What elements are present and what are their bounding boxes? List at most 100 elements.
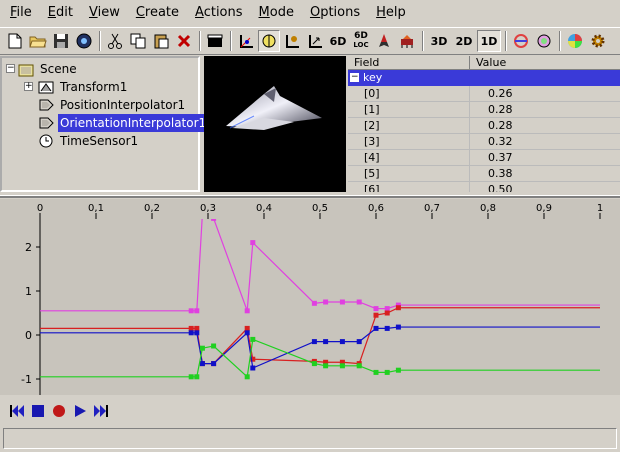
- keyframe-point-red[interactable]: [339, 359, 345, 365]
- value-cell[interactable]: 0.26: [488, 87, 513, 100]
- hover-icon[interactable]: [396, 30, 418, 52]
- curve-red[interactable]: [40, 307, 600, 365]
- table-row[interactable]: [2] 0.28: [348, 118, 620, 134]
- value-cell[interactable]: 0.38: [488, 167, 513, 180]
- new-file-icon[interactable]: [4, 30, 26, 52]
- fast-forward-icon[interactable]: [90, 401, 111, 422]
- menu-view[interactable]: View: [81, 0, 128, 26]
- menu-edit[interactable]: Edit: [40, 0, 81, 26]
- keyframe-point-green[interactable]: [250, 336, 256, 342]
- menu-help[interactable]: Help: [368, 0, 414, 26]
- curve-editor[interactable]: 2 1 0 -1: [0, 211, 620, 395]
- open-folder-icon[interactable]: [27, 30, 49, 52]
- value-cell[interactable]: 0.28: [488, 119, 513, 132]
- keyframe-point-magenta[interactable]: [356, 299, 362, 305]
- column-header-value[interactable]: Value: [476, 56, 507, 69]
- keyframe-point-red[interactable]: [384, 310, 390, 316]
- keyframe-point-green[interactable]: [395, 367, 401, 373]
- curve-magenta[interactable]: [40, 213, 600, 312]
- keyframe-point-red[interactable]: [188, 325, 194, 331]
- keyframe-point-blue[interactable]: [311, 339, 317, 345]
- keyframe-point-magenta[interactable]: [395, 302, 401, 308]
- rocket-icon[interactable]: [373, 30, 395, 52]
- keyframe-point-magenta[interactable]: [194, 308, 200, 314]
- tree-item-orientation-interpolator[interactable]: OrientationInterpolator1: [4, 114, 209, 132]
- play-icon[interactable]: [69, 401, 90, 422]
- table-row[interactable]: [5] 0.38: [348, 166, 620, 182]
- keyframe-point-green[interactable]: [211, 343, 217, 349]
- mode-3d-button[interactable]: 3D: [430, 34, 448, 48]
- cut-icon[interactable]: [104, 30, 126, 52]
- value-cell[interactable]: 0.37: [488, 151, 513, 164]
- keyframe-point-blue[interactable]: [395, 324, 401, 330]
- pane-splitter[interactable]: [0, 195, 620, 198]
- keyframe-point-blue[interactable]: [339, 339, 345, 345]
- save-icon[interactable]: [50, 30, 72, 52]
- keyframe-point-blue[interactable]: [384, 325, 390, 331]
- collapse-icon[interactable]: −: [6, 63, 15, 73]
- clapper-icon[interactable]: [204, 30, 226, 52]
- keyframe-point-magenta[interactable]: [188, 308, 194, 314]
- settings-gear-icon[interactable]: [587, 30, 609, 52]
- 3d-preview[interactable]: [204, 56, 346, 192]
- expand-icon[interactable]: +: [24, 81, 33, 91]
- tree-item-position-interpolator[interactable]: PositionInterpolator1: [4, 96, 198, 114]
- scale-icon[interactable]: [281, 30, 303, 52]
- rotate-icon[interactable]: [258, 30, 280, 52]
- copy-icon[interactable]: [127, 30, 149, 52]
- tree-item-transform[interactable]: + Transform1: [4, 78, 198, 96]
- paste-icon[interactable]: [150, 30, 172, 52]
- curve-graph[interactable]: 2 1 0 -1: [0, 211, 620, 395]
- table-row-key[interactable]: − key: [348, 70, 620, 86]
- keyframe-point-green[interactable]: [339, 363, 345, 369]
- keyframe-point-green[interactable]: [323, 363, 329, 369]
- value-cell[interactable]: 0.32: [488, 135, 513, 148]
- delete-icon[interactable]: [173, 30, 195, 52]
- menu-mode[interactable]: Mode: [251, 0, 302, 26]
- table-row[interactable]: [0] 0.26: [348, 86, 620, 102]
- keyframe-point-blue[interactable]: [199, 361, 205, 367]
- keyframe-point-blue[interactable]: [244, 330, 250, 336]
- tree-item-scene[interactable]: − Scene: [4, 60, 198, 78]
- keyframe-point-magenta[interactable]: [250, 240, 256, 246]
- collapse-icon[interactable]: −: [350, 72, 359, 82]
- keyframe-point-red[interactable]: [194, 325, 200, 331]
- rewind-icon[interactable]: [6, 401, 27, 422]
- keyframe-point-green[interactable]: [373, 369, 379, 375]
- menu-actions[interactable]: Actions: [187, 0, 251, 26]
- mode-1d-button[interactable]: 1D: [477, 30, 501, 52]
- color-wheel-icon[interactable]: [564, 30, 586, 52]
- table-row[interactable]: [4] 0.37: [348, 150, 620, 166]
- menu-create[interactable]: Create: [128, 0, 187, 26]
- mode-6d-local-button[interactable]: 6D LOC: [350, 30, 372, 52]
- curve-green[interactable]: [40, 338, 600, 379]
- keyframe-point-green[interactable]: [311, 361, 317, 367]
- color-cycle-icon[interactable]: [510, 30, 532, 52]
- keyframe-point-blue[interactable]: [194, 330, 200, 336]
- stop-icon[interactable]: [27, 401, 48, 422]
- move-axes-icon[interactable]: [235, 30, 257, 52]
- keyframe-point-magenta[interactable]: [339, 299, 345, 305]
- value-cell[interactable]: 0.50: [488, 183, 513, 192]
- keyframe-point-green[interactable]: [199, 345, 205, 351]
- keyframe-point-green[interactable]: [194, 374, 200, 380]
- target-icon[interactable]: [533, 30, 555, 52]
- column-header-field[interactable]: Field: [348, 56, 470, 69]
- keyframe-point-red[interactable]: [250, 356, 256, 362]
- keyframe-point-blue[interactable]: [356, 339, 362, 345]
- keyframe-point-blue[interactable]: [323, 339, 329, 345]
- keyframe-point-blue[interactable]: [211, 361, 217, 367]
- keyframe-point-blue[interactable]: [373, 325, 379, 331]
- keyframe-point-red[interactable]: [323, 359, 329, 365]
- keyframe-point-green[interactable]: [244, 374, 250, 380]
- keyframe-point-magenta[interactable]: [384, 306, 390, 312]
- keyframe-point-green[interactable]: [188, 374, 194, 380]
- keyframe-point-red[interactable]: [395, 305, 401, 311]
- keyframe-point-red[interactable]: [373, 312, 379, 318]
- keyframe-point-green[interactable]: [384, 369, 390, 375]
- keyframe-point-green[interactable]: [356, 363, 362, 369]
- menu-options[interactable]: Options: [302, 0, 368, 26]
- table-row[interactable]: [6] 0.50: [348, 182, 620, 192]
- keyframe-point-magenta[interactable]: [211, 215, 217, 221]
- value-cell[interactable]: 0.28: [488, 103, 513, 116]
